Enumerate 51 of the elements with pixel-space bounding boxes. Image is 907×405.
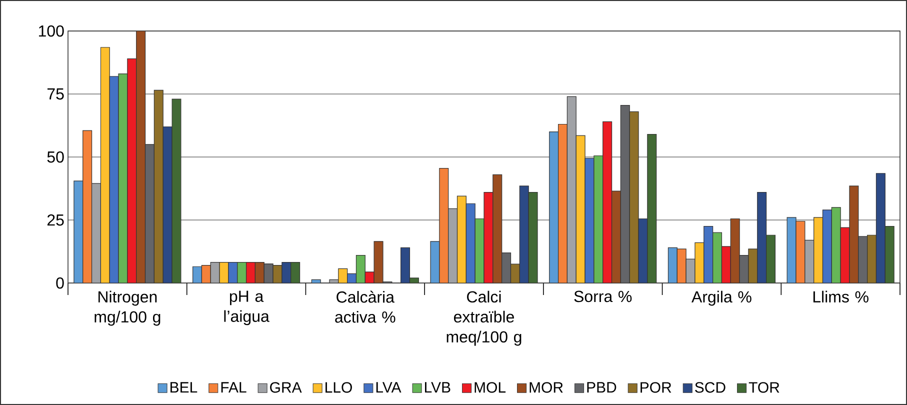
bar <box>356 254 366 283</box>
legend-label: GRA <box>270 382 302 393</box>
bar <box>400 247 410 283</box>
bar <box>456 196 466 283</box>
bar <box>82 130 92 283</box>
legend-label: MOL <box>474 382 506 393</box>
legend-label: LLO <box>326 382 352 393</box>
bar <box>100 47 110 283</box>
x-tick-label: Argila % <box>692 290 752 306</box>
bar <box>338 268 348 283</box>
bar <box>237 262 247 283</box>
bar <box>822 210 832 283</box>
legend-label: LVB <box>425 382 450 392</box>
bar <box>201 265 211 283</box>
bar <box>290 262 300 283</box>
legend-label: TOR <box>748 382 780 393</box>
legend-label: BEL <box>170 382 198 392</box>
bar <box>448 208 458 283</box>
y-tick-label: 100 <box>39 25 64 37</box>
bar <box>814 217 824 283</box>
bar <box>91 183 101 283</box>
x-tick-label: Sorra % <box>574 290 632 302</box>
bar <box>867 234 877 283</box>
bar <box>831 207 841 283</box>
legend-label: SCD <box>695 382 726 393</box>
bar <box>466 203 476 283</box>
bar <box>519 186 529 283</box>
legend-label: LVA <box>376 382 402 392</box>
bar <box>558 124 568 283</box>
x-tick-label: Nitrogen mg/100 g <box>94 290 160 326</box>
legend-label: MOR <box>530 382 563 393</box>
bar <box>154 90 164 283</box>
legend-label: POR <box>640 382 672 393</box>
y-tick-label: 0 <box>56 277 64 289</box>
y-tick-label: 50 <box>47 151 64 163</box>
bar <box>766 234 776 283</box>
legend-label: FAL <box>221 382 246 392</box>
bar <box>712 232 722 283</box>
bar <box>804 240 814 283</box>
bar <box>876 173 886 283</box>
y-tick-label: 75 <box>47 88 64 100</box>
x-tick-label: pH a l’aigua <box>224 290 270 326</box>
bar <box>566 96 576 283</box>
x-tick-label: Llims % <box>813 290 868 303</box>
bar <box>704 226 713 283</box>
legend-label: PBD <box>587 382 616 392</box>
bar <box>757 192 767 283</box>
y-tick-label: 25 <box>47 214 64 226</box>
x-tick-label: Calcària activa % <box>335 290 396 323</box>
x-tick-label: Calci extraïble meq/100 g <box>446 290 522 346</box>
bar <box>510 264 520 283</box>
